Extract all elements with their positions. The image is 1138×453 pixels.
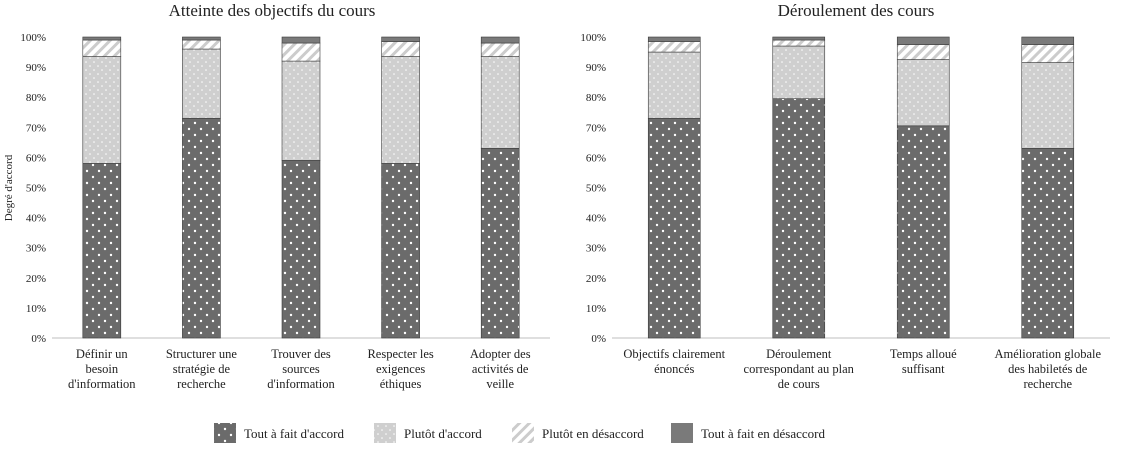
x-category-label: Respecter les	[367, 347, 433, 361]
chart-title: Atteinte des objectifs du cours	[169, 1, 376, 20]
legend-swatch-plutot-desaccord	[512, 423, 534, 443]
bar-segment-plutot-accord	[1021, 62, 1075, 149]
bar-segment-plutot-accord	[896, 59, 950, 127]
bar-segment-tout-desaccord	[182, 36, 221, 41]
bar-segment-tout-accord	[1021, 148, 1075, 339]
y-axis-label: Degré d'accord	[3, 154, 15, 221]
y-tick-label: 80%	[26, 92, 46, 104]
x-category-label: veille	[486, 377, 514, 391]
y-tick-label: 20%	[586, 273, 606, 285]
y-tick-label: 90%	[26, 62, 46, 74]
bar-segment-tout-accord	[480, 148, 520, 339]
y-tick-label: 40%	[586, 213, 606, 225]
bar-segment-plutot-accord	[381, 56, 420, 164]
bar-segment-tout-desaccord	[82, 36, 122, 41]
bar-segment-plutot-accord	[182, 48, 221, 119]
chart-panel-objectifs: Atteinte des objectifs du cours 0% 10% 20% 3…	[20, 1, 550, 391]
x-category-label: stratégie de	[173, 362, 231, 376]
x-category-label: Objectifs clairement	[623, 347, 725, 361]
bar-segment-tout-desaccord	[381, 36, 420, 42]
x-category-label: Définir un	[76, 347, 128, 361]
y-tick-label: 80%	[586, 92, 606, 104]
x-category-label: correspondant au plan	[744, 362, 855, 376]
bar-segment-plutot-desaccord	[896, 44, 950, 60]
y-tick-label: 70%	[586, 122, 606, 134]
bar-segment-tout-desaccord	[647, 36, 701, 42]
bar-segment-tout-desaccord	[281, 36, 321, 44]
y-tick-label: 100%	[580, 32, 606, 44]
bar-segment-plutot-desaccord	[480, 42, 520, 57]
y-tick-label: 90%	[586, 62, 606, 74]
x-category-label: recherche	[177, 377, 226, 391]
x-category-label: recherche	[1023, 377, 1072, 391]
bar-segment-tout-desaccord	[480, 36, 520, 44]
x-category-label: Amélioration globale	[994, 347, 1101, 361]
x-category-label: besoin	[85, 362, 118, 376]
bar-segment-tout-accord	[381, 163, 420, 339]
bar-segment-plutot-desaccord	[82, 39, 122, 57]
bar-segment-plutot-desaccord	[182, 39, 221, 50]
bar-segment-tout-accord	[647, 117, 701, 339]
x-category-label: énoncés	[654, 362, 694, 376]
bar-segment-tout-accord	[182, 117, 221, 339]
x-category-label: sources	[282, 362, 320, 376]
y-tick-label: 60%	[26, 152, 46, 164]
bar-segment-plutot-desaccord	[381, 41, 420, 57]
bar-segment-plutot-desaccord	[772, 39, 826, 47]
chart-title: Déroulement des cours	[778, 1, 935, 20]
legend-label-tout-accord: Tout à fait d'accord	[244, 426, 344, 441]
legend-swatch-plutot-accord	[374, 423, 396, 443]
bar-segment-tout-desaccord	[1021, 36, 1075, 45]
y-tick-label: 30%	[26, 243, 46, 255]
legend: Tout à fait d'accord Plutôt d'accord Plutô…	[214, 423, 825, 443]
legend-label-plutot-desaccord: Plutôt en désaccord	[542, 426, 644, 441]
bar-segment-plutot-accord	[772, 45, 826, 100]
x-category-label: exigences	[376, 362, 425, 376]
legend-label-tout-desaccord: Tout à fait en désaccord	[701, 426, 825, 441]
bar-segment-tout-accord	[281, 160, 321, 339]
legend-swatch-tout-accord	[214, 423, 236, 443]
y-tick-label: 100%	[20, 32, 46, 44]
y-tick-label: 50%	[586, 183, 606, 195]
bar-segment-plutot-desaccord	[281, 42, 321, 62]
y-tick-label: 70%	[26, 122, 46, 134]
y-tick-label: 30%	[586, 243, 606, 255]
bar-segment-tout-accord	[772, 98, 826, 339]
bar-segment-tout-accord	[82, 163, 122, 339]
bar-segment-plutot-accord	[281, 60, 321, 161]
legend-swatch-tout-desaccord	[671, 423, 693, 443]
y-tick-label: 20%	[26, 273, 46, 285]
bar-segment-plutot-accord	[480, 56, 520, 149]
x-category-label: d'information	[68, 377, 136, 391]
y-tick-label: 0%	[31, 333, 46, 345]
bar-segment-tout-accord	[896, 125, 950, 339]
x-category-label: suffisant	[902, 362, 945, 376]
x-category-label: Déroulement	[766, 347, 832, 361]
legend-label-plutot-accord: Plutôt d'accord	[404, 426, 482, 441]
y-tick-label: 0%	[591, 333, 606, 345]
y-tick-label: 50%	[26, 183, 46, 195]
x-category-label: Structurer une	[166, 347, 238, 361]
chart-panel-deroulement: Déroulement des cours 0% 10% 20% 30% 40% 50% 60…	[580, 1, 1110, 391]
x-category-label: de cours	[778, 377, 820, 391]
y-tick-label: 40%	[26, 213, 46, 225]
x-category-label: d'information	[267, 377, 335, 391]
x-category-label: des habiletés de	[1008, 362, 1088, 376]
bar-segment-plutot-accord	[647, 51, 701, 119]
x-category-label: Adopter des	[470, 347, 531, 361]
y-tick-label: 60%	[586, 152, 606, 164]
x-category-label: Trouver des	[271, 347, 331, 361]
x-category-label: éthiques	[380, 377, 422, 391]
bar-segment-tout-desaccord	[896, 36, 950, 45]
x-category-label: activités de	[472, 362, 529, 376]
y-tick-label: 10%	[586, 303, 606, 315]
bar-segment-plutot-desaccord	[647, 41, 701, 53]
bar-segment-plutot-desaccord	[1021, 44, 1075, 63]
bar-segment-tout-desaccord	[772, 36, 826, 41]
bar-segment-plutot-accord	[82, 56, 122, 164]
x-category-label: Temps alloué	[890, 347, 957, 361]
y-tick-label: 10%	[26, 303, 46, 315]
